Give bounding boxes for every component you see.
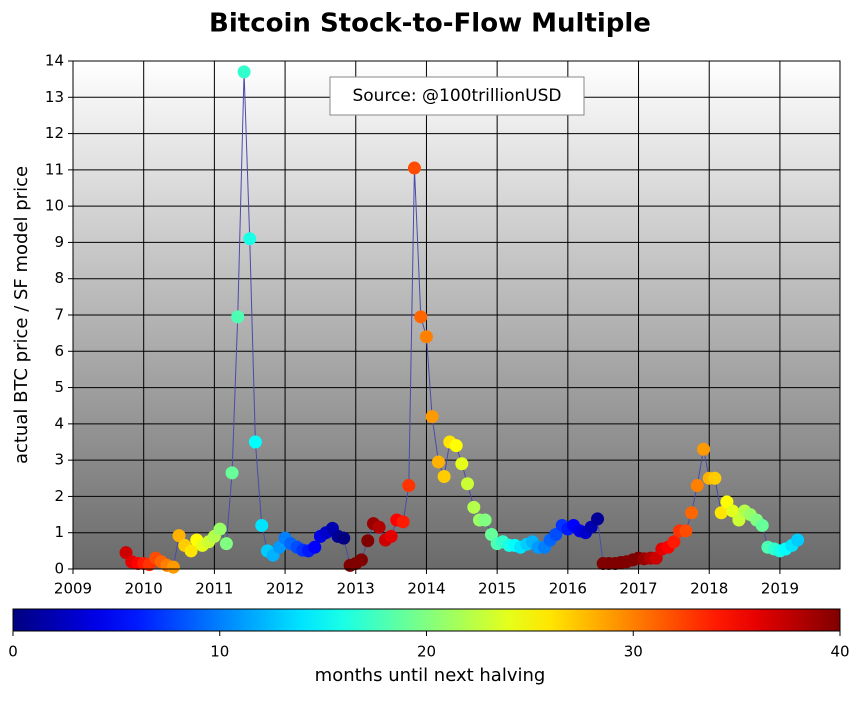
y-tick-label: 8	[54, 269, 64, 287]
x-tick-label: 2016	[549, 580, 587, 598]
data-point	[255, 518, 269, 532]
x-tick-label: 2012	[266, 580, 304, 598]
data-point	[478, 513, 492, 527]
data-point	[449, 439, 463, 453]
data-point	[591, 512, 605, 526]
data-point	[231, 310, 245, 324]
x-tick-label: 2017	[619, 580, 657, 598]
data-point	[248, 435, 262, 449]
y-tick-label: 11	[45, 160, 64, 178]
data-point	[308, 540, 322, 554]
colorbar-label: months until next halving	[315, 665, 546, 686]
data-point	[791, 533, 805, 547]
y-axis-label: actual BTC price / SF model price	[11, 166, 32, 464]
x-tick-label: 2013	[337, 580, 375, 598]
y-tick-label: 9	[54, 233, 64, 251]
x-tick-label: 2014	[407, 580, 445, 598]
data-point	[166, 560, 180, 574]
data-point	[419, 330, 433, 344]
y-tick-label: 12	[45, 124, 64, 142]
data-point	[467, 500, 481, 514]
colorbar-tick-label: 40	[830, 643, 849, 661]
data-point	[396, 515, 410, 529]
y-tick-label: 1	[54, 523, 64, 541]
chart-title: Bitcoin Stock-to-Flow Multiple	[209, 9, 651, 39]
data-point	[437, 469, 451, 483]
data-point	[460, 477, 474, 491]
data-point	[414, 310, 428, 324]
y-tick-label: 10	[45, 197, 64, 215]
y-tick-label: 2	[54, 487, 64, 505]
x-tick-label: 2018	[690, 580, 728, 598]
data-point	[667, 535, 681, 549]
y-tick-label: 5	[54, 378, 64, 396]
data-point	[384, 529, 398, 543]
data-point	[225, 466, 239, 480]
data-point	[184, 544, 198, 558]
colorbar	[12, 608, 841, 632]
data-point	[714, 506, 728, 520]
colorbar-tick-label: 10	[210, 643, 229, 661]
data-point	[243, 232, 257, 246]
x-tick-label: 2009	[54, 580, 92, 598]
x-tick-label: 2019	[761, 580, 799, 598]
y-tick-label: 7	[54, 306, 64, 324]
data-point	[726, 504, 740, 518]
y-tick-label: 13	[45, 88, 64, 106]
data-point	[237, 65, 251, 79]
data-point	[402, 479, 416, 493]
data-point	[425, 410, 439, 424]
data-point	[172, 529, 186, 543]
colorbar-tick-label: 20	[417, 643, 436, 661]
x-tick-label: 2011	[195, 580, 233, 598]
colorbar-tick-label: 0	[8, 643, 18, 661]
data-point	[455, 457, 469, 471]
data-point	[549, 528, 563, 542]
data-point	[679, 524, 693, 538]
y-tick-label: 6	[54, 342, 64, 360]
y-tick-label: 4	[54, 414, 64, 432]
data-point	[372, 520, 386, 534]
x-tick-label: 2015	[478, 580, 516, 598]
data-point	[685, 506, 699, 520]
x-tick-label: 2010	[125, 580, 163, 598]
data-point	[708, 471, 722, 485]
annotation-box	[329, 76, 585, 116]
data-point	[361, 534, 375, 548]
y-tick-label: 0	[54, 560, 64, 578]
data-point	[431, 455, 445, 469]
data-point	[697, 442, 711, 456]
data-point	[354, 553, 368, 567]
annotation: Source: @100trillionUSD	[352, 86, 561, 106]
data-point	[337, 531, 351, 545]
data-point	[213, 522, 227, 536]
data-point	[690, 479, 704, 493]
y-tick-label: 3	[54, 451, 64, 469]
colorbar-tick-label: 30	[624, 643, 643, 661]
data-point	[755, 518, 769, 532]
data-point	[219, 537, 233, 551]
y-tick-label: 14	[45, 52, 64, 70]
data-point	[407, 161, 421, 175]
